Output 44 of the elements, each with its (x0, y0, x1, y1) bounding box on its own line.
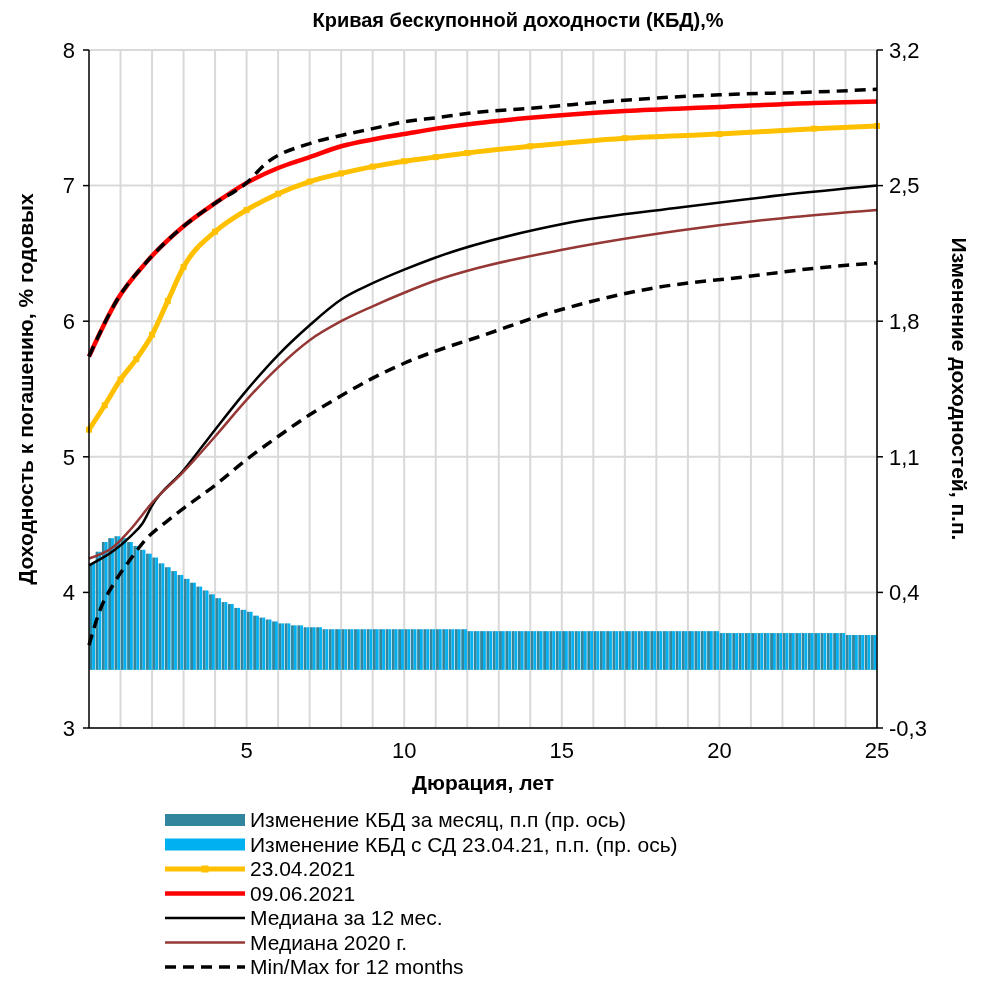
y-tick-label: 5 (62, 444, 75, 470)
point (464, 150, 471, 157)
point (117, 376, 124, 383)
x-tick-label: 15 (549, 738, 575, 763)
legend-label: Изменение КБД за месяц, п.п (пр. ось) (250, 808, 627, 832)
point (133, 356, 140, 363)
point (243, 207, 250, 214)
y2-tick-label: -0,3 (889, 715, 927, 741)
y-tick-label: 3 (62, 715, 75, 741)
x-tick-label: 25 (864, 738, 890, 763)
y2-tick-label: 2,5 (889, 173, 920, 199)
point (180, 263, 187, 270)
y2-tick-label: 1,8 (889, 308, 920, 334)
point (164, 297, 171, 304)
y-tick-label: 7 (62, 173, 75, 199)
y2-axis-title: Изменение доходностей, п.п. (948, 237, 971, 541)
point (810, 125, 817, 132)
y-tick-label: 8 (62, 37, 75, 63)
y-axis-title: Доходность к погашению, % годовых (14, 193, 37, 585)
legend-label: Изменение КБД с СД 23.04.21, п.п. (пр. ось) (250, 832, 678, 856)
point (212, 228, 219, 235)
y2-tick-label: 0,4 (889, 580, 920, 606)
point (149, 331, 156, 338)
point (401, 158, 408, 165)
y-tick-label: 6 (62, 308, 75, 334)
x-axis-title: Дюрация, лет (412, 771, 554, 794)
point (306, 178, 313, 185)
x-tick-label: 5 (240, 738, 253, 763)
chart-title: Кривая бескупонной доходности (КБД),% (312, 9, 724, 31)
x-tick-label: 20 (707, 738, 732, 763)
point (432, 154, 439, 161)
point (369, 163, 376, 170)
legend-label: 23.04.2021 (250, 857, 356, 881)
y2-tick-label: 1,1 (889, 444, 920, 470)
legend-label: 09.06.2021 (250, 881, 356, 905)
point (101, 402, 108, 409)
x-tick-label: 10 (391, 738, 417, 763)
legend-label: Min/Max for 12 months (250, 955, 464, 979)
point (338, 170, 345, 177)
point (275, 190, 282, 197)
legend-label: Медиана 2020 г. (250, 930, 408, 954)
y2-tick-label: 3,2 (889, 37, 920, 63)
legend-label: Медиана за 12 мес. (250, 906, 443, 930)
y-tick-label: 4 (62, 580, 75, 606)
